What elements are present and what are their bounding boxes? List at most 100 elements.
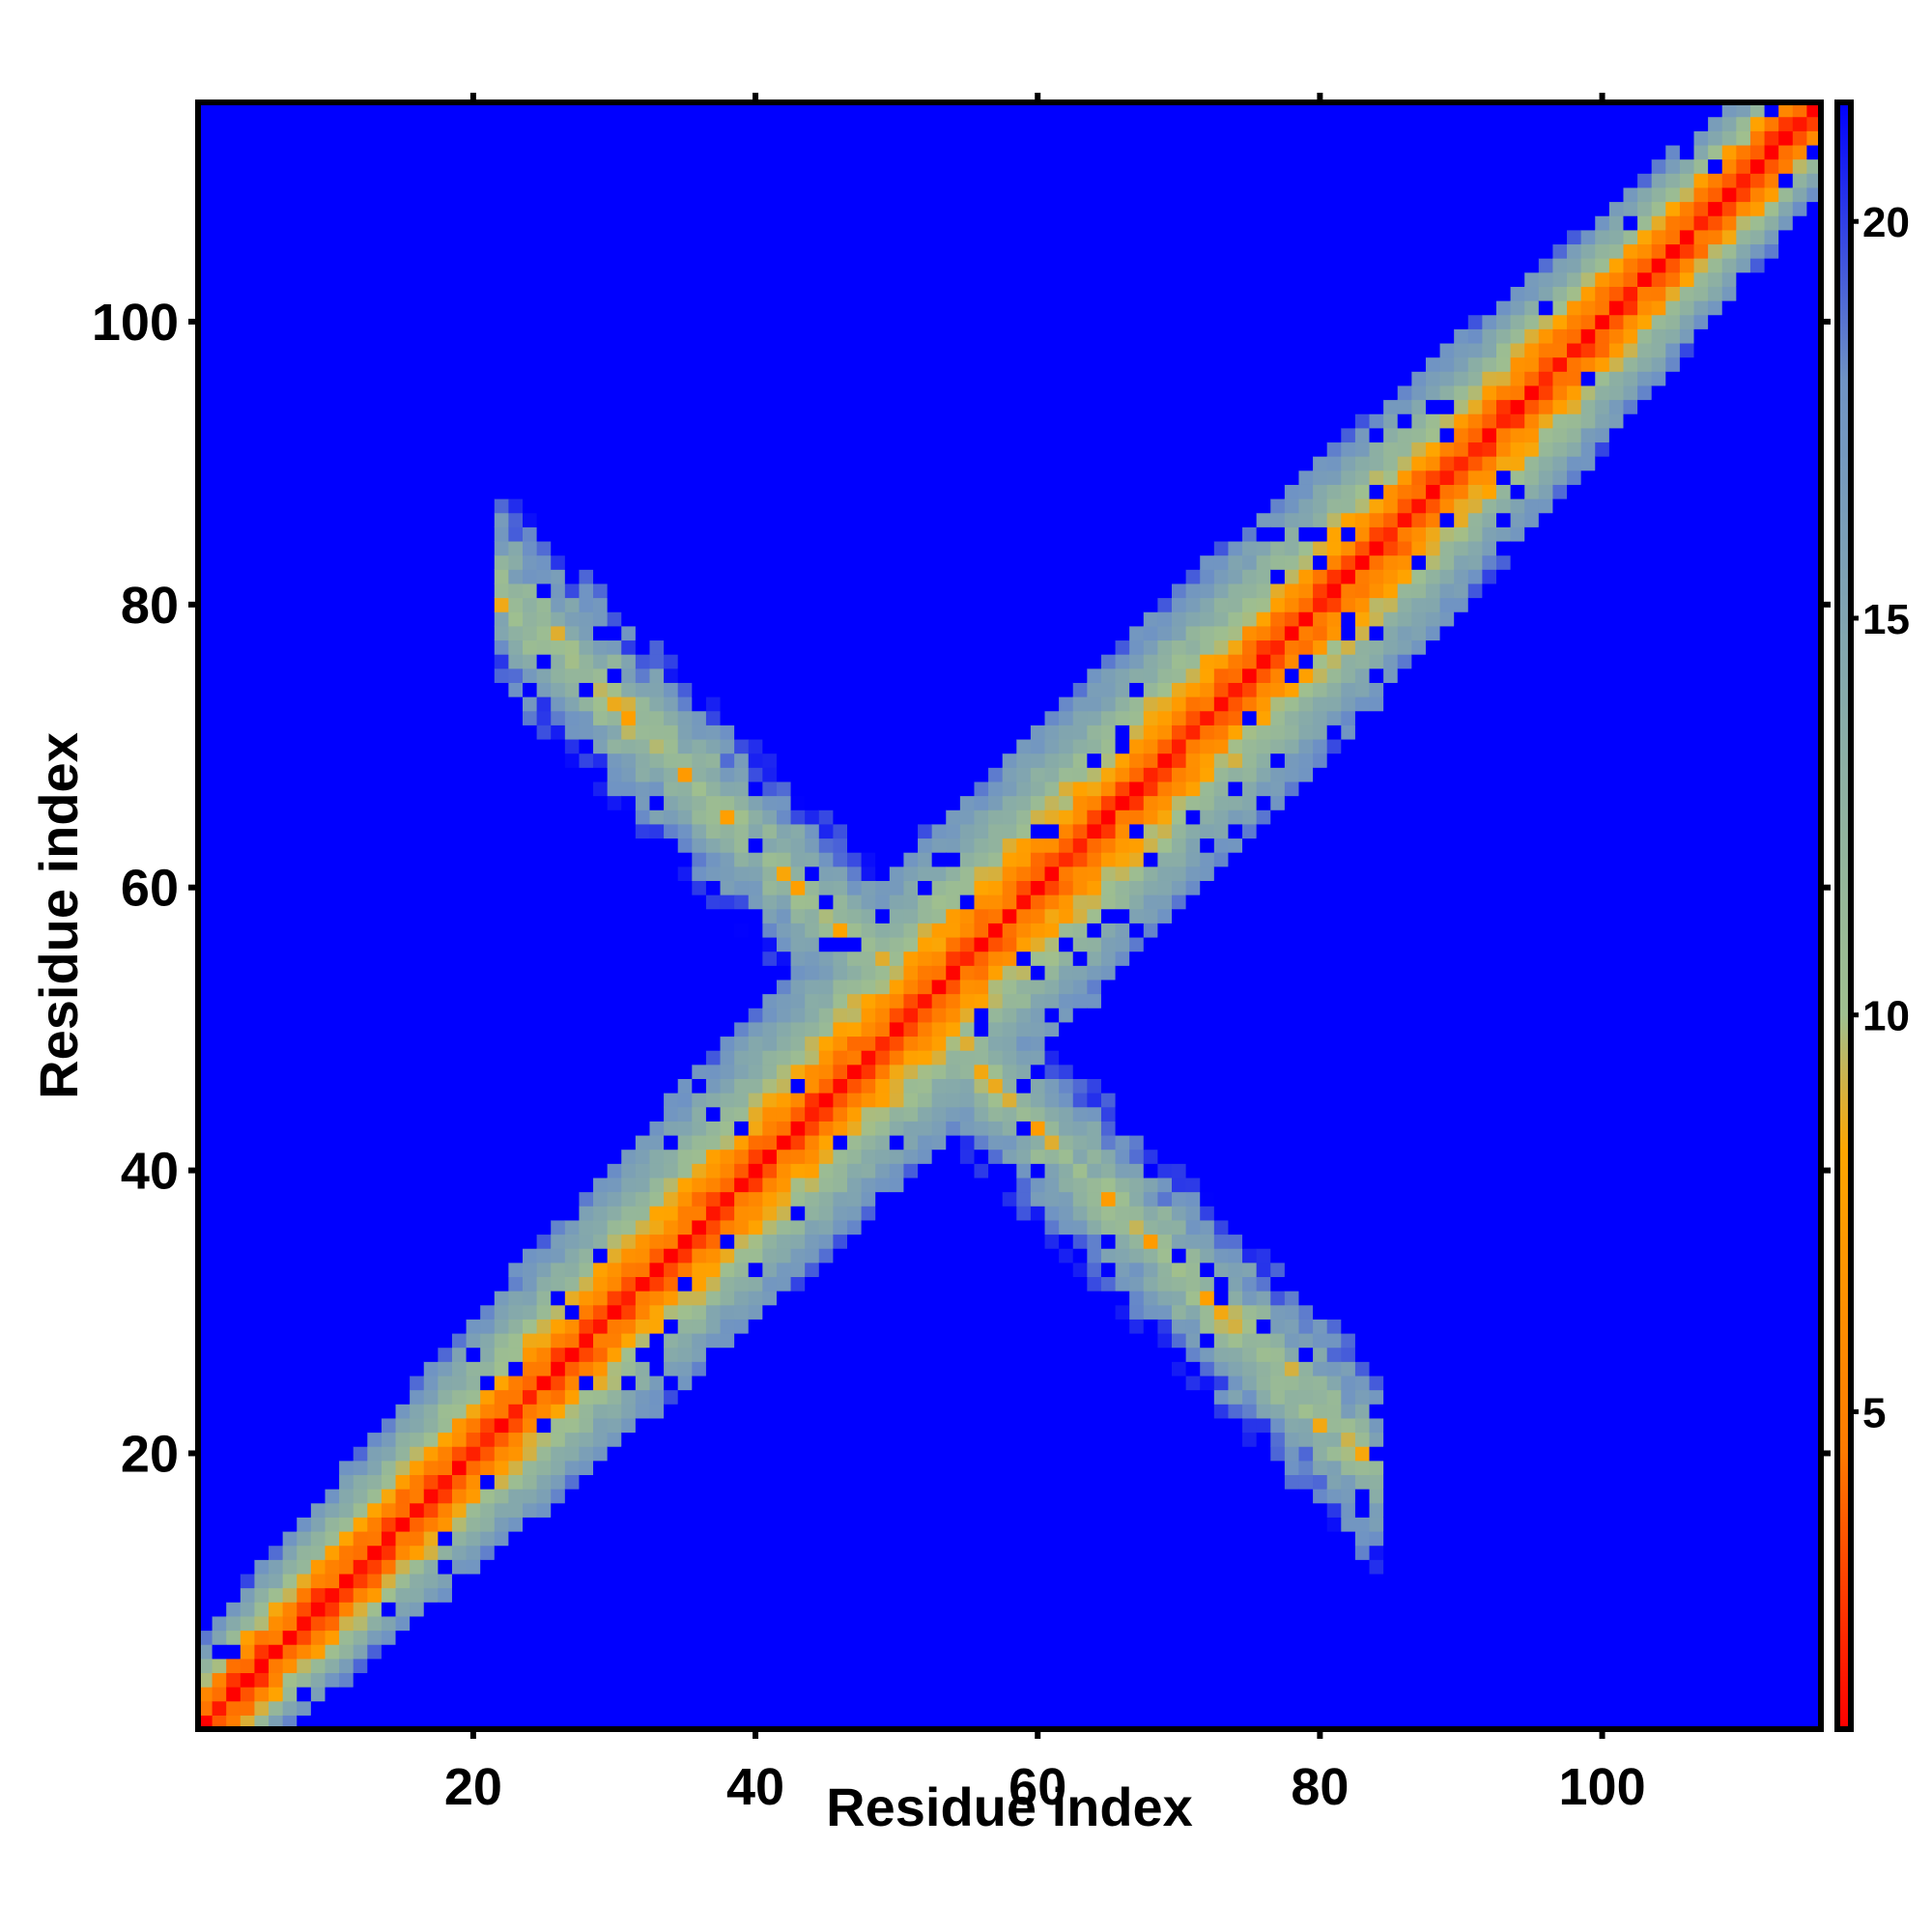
heatmap-cell: [395, 356, 411, 372]
heatmap-cell: [282, 993, 298, 1009]
heatmap-cell: [226, 526, 242, 542]
heatmap-cell: [297, 1715, 312, 1730]
heatmap-cell: [494, 1134, 509, 1151]
heatmap-cell: [438, 1559, 453, 1575]
heatmap-cell: [551, 823, 566, 839]
heatmap-cell: [240, 654, 256, 669]
heatmap-cell: [762, 427, 778, 443]
heatmap-cell: [564, 1008, 581, 1023]
heatmap-cell: [226, 1262, 242, 1278]
heatmap-cell: [381, 1134, 397, 1151]
heatmap-cell: [198, 1078, 213, 1094]
heatmap-cell: [523, 1700, 538, 1716]
heatmap-cell: [282, 1700, 298, 1716]
heatmap-cell: [269, 795, 284, 810]
heatmap-cell: [297, 1545, 312, 1560]
heatmap-cell: [564, 1517, 581, 1532]
heatmap-cell: [395, 540, 411, 556]
heatmap-cell: [381, 1093, 397, 1108]
heatmap-cell: [466, 271, 481, 287]
heatmap-cell: [635, 1432, 651, 1447]
heatmap-cell: [536, 654, 552, 669]
heatmap-cell: [339, 1502, 355, 1518]
heatmap-cell: [523, 838, 538, 853]
heatmap-cell: [607, 654, 622, 669]
heatmap-cell: [438, 1149, 453, 1164]
heatmap-cell: [635, 526, 651, 542]
heatmap-cell: [353, 993, 368, 1009]
heatmap-cell: [282, 1602, 298, 1617]
heatmap-cell: [494, 1219, 509, 1236]
heatmap-cell: [720, 1219, 735, 1236]
heatmap-cell: [649, 1347, 665, 1362]
heatmap-cell: [282, 1615, 298, 1632]
heatmap-cell: [410, 1234, 425, 1249]
heatmap-cell: [198, 229, 213, 245]
heatmap-cell: [523, 1630, 538, 1645]
heatmap-cell: [720, 979, 735, 995]
heatmap-cell: [720, 1687, 735, 1702]
heatmap-cell: [523, 526, 538, 542]
heatmap-cell: [508, 1446, 524, 1462]
heatmap-cell: [762, 724, 778, 740]
heatmap-cell: [198, 1121, 213, 1136]
heatmap-cell: [254, 512, 270, 527]
heatmap-cell: [720, 1375, 735, 1391]
heatmap-cell: [212, 880, 227, 895]
heatmap-cell: [523, 1149, 538, 1164]
heatmap-cell: [776, 427, 792, 443]
heatmap-cell: [776, 300, 792, 316]
heatmap-cell: [579, 102, 594, 118]
heatmap-cell: [664, 1036, 679, 1051]
heatmap-cell: [551, 243, 566, 259]
heatmap-cell: [240, 158, 256, 174]
heatmap-cell: [410, 1361, 425, 1377]
heatmap-cell: [720, 810, 735, 825]
heatmap-cell: [466, 1545, 481, 1560]
heatmap-cell: [649, 696, 665, 712]
heatmap-cell: [523, 1573, 538, 1589]
heatmap-cell: [297, 625, 312, 641]
heatmap-cell: [466, 582, 481, 599]
heatmap-cell: [790, 512, 806, 527]
heatmap-cell: [423, 923, 439, 938]
heatmap-cell: [297, 441, 312, 457]
heatmap-cell: [776, 526, 792, 542]
heatmap-cell: [579, 286, 594, 301]
heatmap-cell: [212, 654, 227, 669]
heatmap-cell: [226, 1602, 242, 1617]
heatmap-cell: [705, 908, 722, 923]
heatmap-cell: [776, 186, 792, 203]
heatmap-cell: [748, 1163, 763, 1179]
heatmap-cell: [367, 1502, 383, 1518]
heatmap-cell: [395, 300, 411, 316]
heatmap-cell: [734, 1078, 750, 1094]
heatmap-cell: [494, 682, 509, 697]
heatmap-cell: [523, 895, 538, 910]
heatmap-cell: [410, 1149, 425, 1164]
heatmap-cell: [451, 201, 468, 216]
heatmap-cell: [790, 1093, 806, 1108]
heatmap-cell: [790, 625, 806, 641]
heatmap-cell: [254, 965, 270, 980]
heatmap-cell: [226, 258, 242, 273]
heatmap-cell: [240, 201, 256, 216]
heatmap-cell: [720, 328, 735, 344]
heatmap-cell: [790, 1502, 806, 1518]
heatmap-cell: [297, 852, 312, 867]
heatmap-cell: [635, 1291, 651, 1306]
heatmap-cell: [381, 866, 397, 881]
heatmap-cell: [353, 1375, 368, 1391]
heatmap-cell: [748, 1219, 763, 1236]
heatmap-cell: [212, 399, 227, 414]
heatmap-cell: [748, 1276, 763, 1292]
heatmap-cell: [480, 569, 496, 584]
heatmap-cell: [523, 540, 538, 556]
heatmap-cell: [494, 1319, 509, 1334]
heatmap-cell: [635, 1163, 651, 1179]
heatmap-cell: [254, 625, 270, 641]
heatmap-cell: [607, 1064, 622, 1079]
heatmap-cell: [564, 951, 581, 966]
heatmap-cell: [353, 1404, 368, 1419]
heatmap-cell: [254, 1191, 270, 1207]
